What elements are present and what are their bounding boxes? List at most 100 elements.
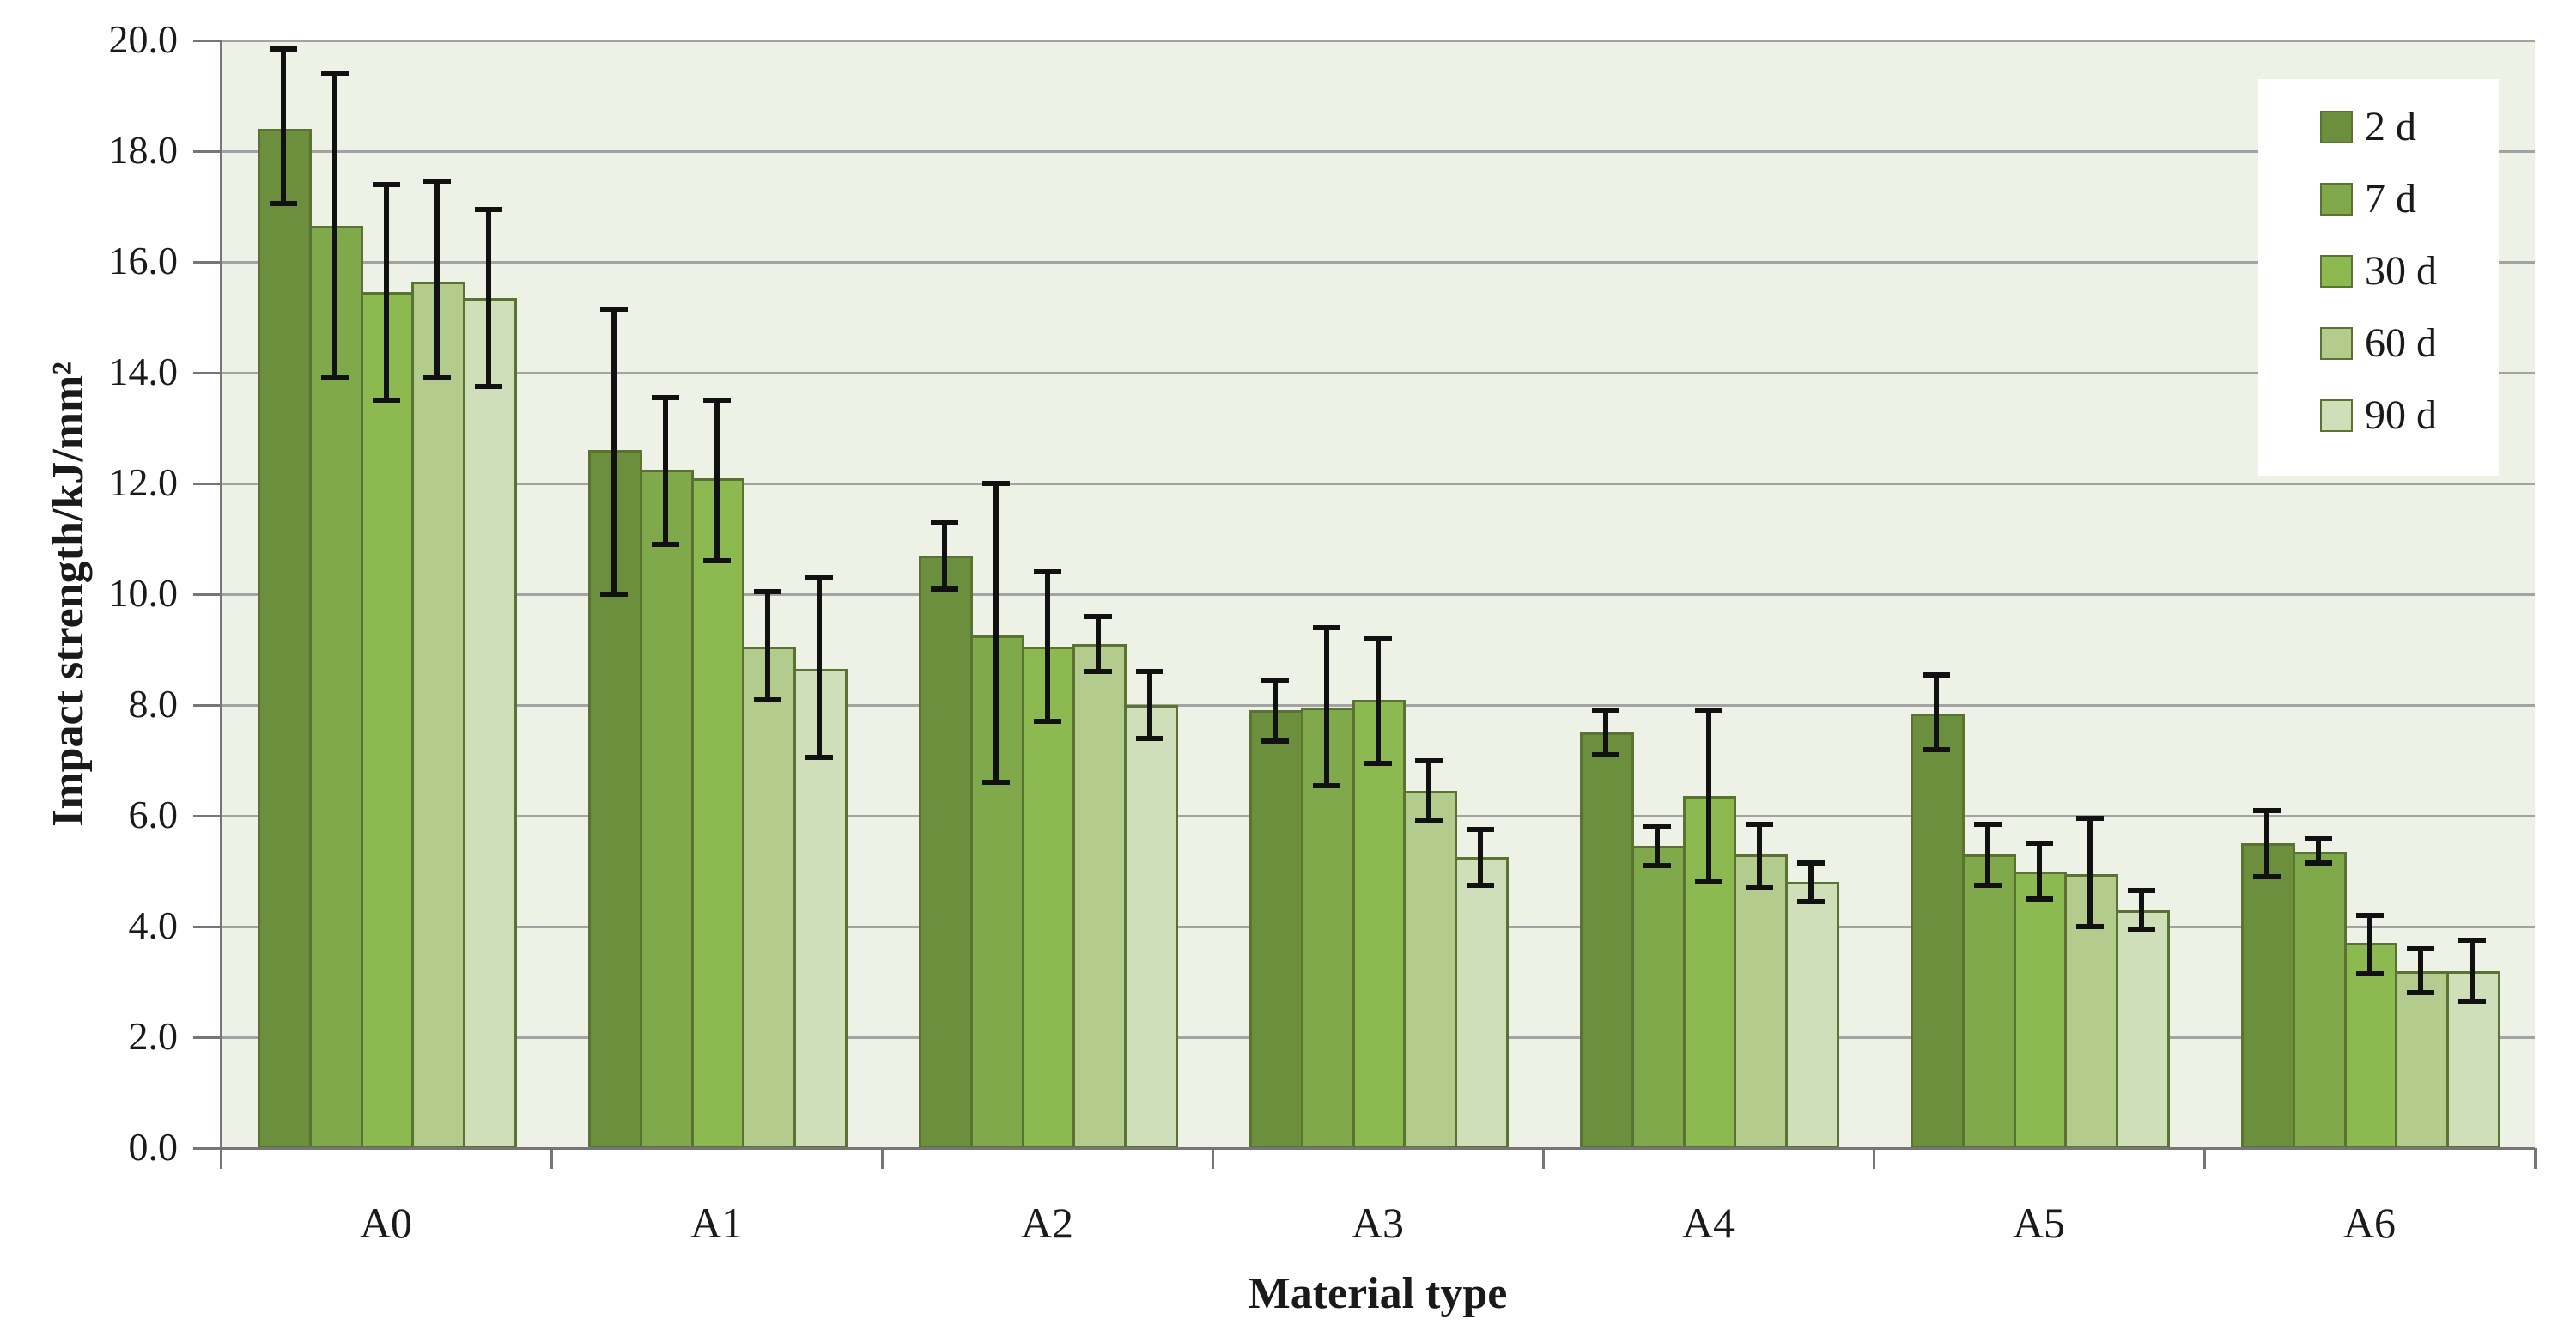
error-bar-cap-bottom — [2407, 990, 2435, 996]
y-axis-tick — [193, 39, 221, 42]
error-bar — [2139, 890, 2145, 930]
legend-entry: 7 d — [2258, 163, 2499, 235]
error-bar-cap-bottom — [1136, 735, 1164, 741]
legend-label: 90 d — [2365, 392, 2437, 438]
error-bar-cap-top — [2304, 835, 2332, 841]
error-bar — [1478, 830, 1484, 885]
error-bar — [1808, 862, 1814, 902]
error-bar-cap-bottom — [2025, 896, 2053, 902]
y-axis-title: Impact strength/kJ/mm² — [44, 362, 93, 827]
bar-A4-7d — [1631, 846, 1686, 1149]
error-bar-cap-top — [805, 574, 834, 580]
error-bar-cap-bottom — [475, 384, 503, 390]
error-bar — [2470, 940, 2476, 1002]
x-axis-tick — [2533, 1148, 2537, 1169]
bar-A0-2d — [258, 129, 312, 1149]
error-bar-cap-top — [1312, 624, 1340, 630]
error-bar-cap-bottom — [423, 375, 452, 381]
error-bar — [383, 184, 389, 401]
y-tick-label: 20.0 — [108, 17, 179, 61]
legend-swatch-icon — [2320, 399, 2353, 432]
error-bar-cap-bottom — [1033, 719, 1061, 725]
error-bar-cap-bottom — [1591, 752, 1619, 758]
bar-A4-90d — [1785, 882, 1839, 1149]
error-bar-cap-top — [2458, 938, 2487, 944]
error-bar — [1705, 710, 1711, 883]
x-tick-label: A4 — [1681, 1199, 1735, 1247]
bar-A4-2d — [1580, 732, 1634, 1149]
gridline — [221, 149, 2535, 153]
error-bar — [1602, 710, 1608, 756]
y-axis-tick — [193, 1146, 221, 1150]
error-bar-cap-bottom — [754, 696, 782, 702]
bar-A0-30d — [360, 292, 415, 1149]
error-bar — [941, 522, 947, 589]
y-axis-tick — [193, 260, 221, 264]
x-tick-label: A0 — [359, 1199, 413, 1247]
error-bar-cap-bottom — [2355, 970, 2384, 976]
error-bar — [1323, 627, 1329, 786]
error-bar-cap-top — [930, 520, 958, 526]
error-bar-cap-top — [1415, 757, 1443, 763]
bar-A1-7d — [639, 469, 694, 1149]
error-bar-cap-top — [1033, 569, 1061, 575]
error-bar-cap-top — [320, 70, 349, 76]
error-bar-cap-top — [1973, 821, 2002, 827]
error-bar-cap-top — [1084, 613, 1113, 619]
y-tick-label: 0.0 — [128, 1125, 179, 1169]
error-bar — [331, 73, 337, 379]
error-bar — [486, 209, 492, 387]
error-bar-cap-bottom — [702, 558, 731, 564]
error-bar-cap-top — [651, 395, 679, 401]
bar-A3-2d — [1249, 710, 1303, 1149]
error-bar-cap-top — [423, 179, 452, 185]
error-bar-cap-top — [1922, 672, 1950, 678]
error-bar — [434, 181, 440, 379]
bar-A5-7d — [1961, 854, 2016, 1149]
legend-swatch-icon — [2320, 183, 2353, 216]
gridline — [221, 39, 2535, 42]
error-bar — [2418, 948, 2424, 994]
x-axis-tick — [1211, 1148, 1214, 1169]
x-tick-label: A2 — [1020, 1199, 1074, 1247]
bar-A6-7d — [2292, 851, 2347, 1149]
error-bar — [1984, 823, 1990, 885]
error-bar-cap-bottom — [1973, 882, 2002, 888]
bar-A2-60d — [1072, 644, 1127, 1149]
error-bar-cap-bottom — [2252, 873, 2281, 879]
bar-A0-60d — [411, 281, 466, 1149]
legend-entry: 90 d — [2258, 380, 2499, 452]
error-bar-cap-top — [2025, 841, 2053, 847]
error-bar — [2036, 843, 2042, 899]
error-bar — [993, 483, 999, 783]
error-bar-cap-bottom — [2128, 927, 2156, 933]
x-tick-label: A3 — [1351, 1199, 1405, 1247]
x-axis-tick — [1541, 1148, 1545, 1169]
bar-A6-2d — [2241, 843, 2295, 1149]
y-axis-tick — [193, 1036, 221, 1039]
x-axis-title: Material type — [1248, 1269, 1508, 1318]
x-axis-tick — [880, 1148, 884, 1169]
y-axis-tick — [193, 592, 221, 596]
error-bar-cap-top — [372, 181, 400, 187]
error-bar-cap-top — [475, 206, 503, 212]
error-bar-cap-bottom — [320, 375, 349, 381]
error-bar-cap-bottom — [1694, 879, 1722, 885]
error-bar — [714, 400, 720, 562]
error-bar-cap-top — [1591, 708, 1619, 714]
error-bar-cap-bottom — [2076, 924, 2105, 929]
error-bar — [2087, 818, 2093, 927]
error-bar-cap-bottom — [269, 201, 297, 207]
error-bar-cap-top — [2407, 945, 2435, 951]
error-bar-cap-top — [702, 398, 731, 404]
error-bar-cap-top — [754, 588, 782, 594]
error-bar-cap-top — [1364, 635, 1392, 641]
error-bar-cap-bottom — [1261, 738, 1289, 744]
x-axis-line — [221, 1146, 2535, 1150]
error-bar-cap-top — [2076, 816, 2105, 822]
bar-A5-2d — [1911, 713, 1965, 1149]
y-tick-label: 18.0 — [108, 128, 179, 172]
error-bar — [1933, 674, 1939, 750]
bar-A3-30d — [1352, 699, 1406, 1149]
